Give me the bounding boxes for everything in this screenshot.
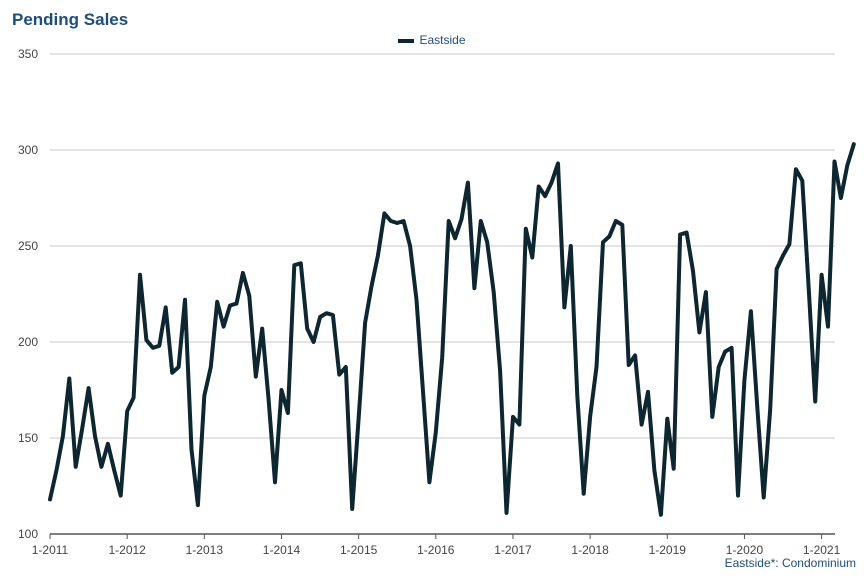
legend: Eastside xyxy=(0,33,864,47)
x-tick-label: 1-2019 xyxy=(649,543,687,557)
x-tick-label: 1-2013 xyxy=(186,543,224,557)
legend-swatch xyxy=(398,38,415,43)
x-tick-label: 1-2021 xyxy=(803,543,841,557)
x-tick-label: 1-2011 xyxy=(32,543,69,557)
y-tick-label: 300 xyxy=(18,143,38,157)
x-tick-label: 1-2016 xyxy=(417,543,455,557)
series-line-eastside xyxy=(48,142,856,517)
y-tick-label: 250 xyxy=(18,239,38,253)
y-tick-label: 350 xyxy=(18,47,38,61)
footnote: Eastside*: Condominium xyxy=(724,556,856,570)
x-tick-label: 1-2014 xyxy=(263,543,301,557)
y-tick-label: 200 xyxy=(18,335,38,349)
y-tick-label: 150 xyxy=(18,431,38,445)
x-tick-label: 1-2018 xyxy=(571,543,609,557)
y-tick-label: 100 xyxy=(18,527,38,541)
x-tick-label: 1-2020 xyxy=(726,543,764,557)
chart-title: Pending Sales xyxy=(12,10,129,29)
x-tick-label: 1-2012 xyxy=(108,543,146,557)
legend-label: Eastside xyxy=(419,33,466,47)
x-tick-label: 1-2015 xyxy=(340,543,378,557)
x-tick-label: 1-2017 xyxy=(494,543,532,557)
